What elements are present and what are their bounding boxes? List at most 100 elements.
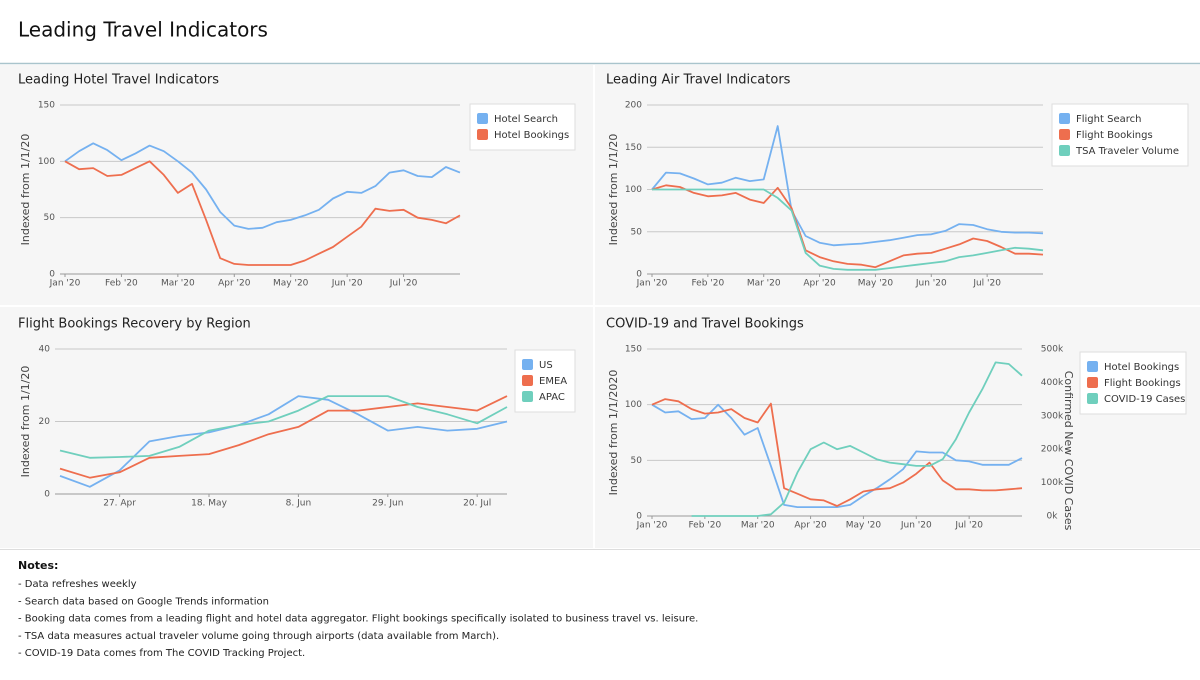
- y-tick-label: 150: [625, 345, 642, 355]
- panel-bg: [595, 65, 1200, 305]
- chart-title: Leading Hotel Travel Indicators: [18, 73, 219, 88]
- chart-title: COVID-19 and Travel Bookings: [606, 317, 804, 332]
- series-line: [652, 188, 1044, 271]
- legend-swatch: [1087, 361, 1098, 372]
- y-tick-label: 100: [625, 400, 642, 410]
- legend-label: Hotel Search: [494, 114, 558, 125]
- legend-swatch: [1087, 377, 1098, 388]
- y-tick-label: 150: [38, 101, 55, 111]
- legend-swatch: [477, 113, 488, 124]
- x-tick-label: Jan '20: [636, 279, 668, 289]
- x-tick-label: Feb '20: [688, 521, 721, 531]
- legend-label: Hotel Bookings: [494, 130, 569, 141]
- y-axis-title: Indexed from 1/1/20: [19, 366, 32, 478]
- x-tick-label: 8. Jun: [286, 499, 312, 509]
- y2-tick-label: 400k: [1041, 378, 1064, 388]
- legend-label: US: [539, 360, 553, 371]
- y2-tick-label: 0k: [1047, 512, 1059, 522]
- y2-tick-label: 300k: [1041, 411, 1064, 421]
- note: - Booking data comes from a leading flig…: [18, 614, 698, 625]
- x-tick-label: Jul '20: [972, 279, 1001, 289]
- x-tick-label: May '20: [858, 279, 894, 289]
- x-tick-label: Apr '20: [218, 279, 251, 289]
- x-tick-label: 29. Jun: [372, 499, 403, 509]
- legend-label: COVID-19 Cases: [1104, 394, 1185, 405]
- legend-label: Hotel Bookings: [1104, 362, 1179, 373]
- x-tick-label: Jun '20: [915, 279, 947, 289]
- x-tick-label: Mar '20: [161, 279, 195, 289]
- note: - TSA data measures actual traveler volu…: [18, 631, 499, 642]
- x-tick-label: Jul '20: [954, 521, 983, 531]
- panel-bg: [595, 307, 1200, 548]
- legend-swatch: [1087, 393, 1098, 404]
- header-bg: [0, 0, 1200, 63]
- y-axis-title: Indexed from 1/1/20: [607, 134, 620, 246]
- x-tick-label: Feb '20: [105, 279, 138, 289]
- y-tick-label: 200: [625, 101, 642, 111]
- page-title: Leading Travel Indicators: [18, 18, 268, 42]
- legend-swatch: [1059, 129, 1070, 140]
- x-tick-label: Jun '20: [331, 279, 363, 289]
- note: - Search data based on Google Trends inf…: [18, 596, 269, 607]
- chart-title: Flight Bookings Recovery by Region: [18, 317, 251, 332]
- legend-label: TSA Traveler Volume: [1075, 146, 1179, 157]
- chart-title: Leading Air Travel Indicators: [606, 73, 791, 88]
- y2-tick-label: 100k: [1041, 478, 1064, 488]
- series-line: [651, 125, 1044, 247]
- y-tick-label: 0: [636, 512, 642, 522]
- legend-label: Flight Search: [1076, 114, 1141, 125]
- y2-tick-label: 200k: [1041, 445, 1064, 455]
- panel-bg: [0, 65, 593, 305]
- legend-swatch: [522, 375, 533, 386]
- x-tick-label: Mar '20: [747, 279, 781, 289]
- legend-box: [469, 103, 576, 151]
- x-tick-label: Jul '20: [389, 279, 418, 289]
- y-tick-label: 50: [631, 227, 643, 237]
- series-line: [64, 142, 461, 230]
- x-tick-label: 27. Apr: [103, 499, 136, 509]
- y-tick-label: 0: [49, 270, 55, 280]
- y-axis-title: Indexed from 1/1/20: [19, 134, 32, 246]
- legend-swatch: [522, 391, 533, 402]
- y-tick-label: 50: [44, 213, 56, 223]
- legend-swatch: [522, 359, 533, 370]
- legend-swatch: [1059, 145, 1070, 156]
- legend-swatch: [1059, 113, 1070, 124]
- series-line: [651, 403, 1023, 508]
- note: - COVID-19 Data comes from The COVID Tra…: [18, 648, 305, 659]
- series-line: [651, 184, 1044, 269]
- y-tick-label: 0: [44, 490, 50, 500]
- y-tick-label: 20: [39, 417, 51, 427]
- y-tick-label: 0: [636, 270, 642, 280]
- series-line: [64, 160, 461, 266]
- series-line: [651, 398, 1023, 507]
- legend-label: APAC: [539, 392, 565, 403]
- y-tick-label: 150: [625, 143, 642, 153]
- y-tick-label: 50: [631, 456, 643, 466]
- series-line: [691, 361, 1023, 517]
- x-tick-label: Jun '20: [900, 521, 932, 531]
- x-tick-label: Mar '20: [741, 521, 775, 531]
- y-axis-title: Indexed from 1/1/2020: [607, 370, 620, 496]
- note: - Data refreshes weekly: [18, 579, 137, 590]
- x-tick-label: 20. Jul: [463, 499, 491, 509]
- x-tick-label: 18. May: [191, 499, 227, 509]
- series-line: [59, 395, 508, 479]
- x-tick-label: May '20: [846, 521, 882, 531]
- y-tick-label: 40: [39, 345, 51, 355]
- legend-label: EMEA: [539, 376, 567, 387]
- y-tick-label: 100: [38, 157, 55, 167]
- x-tick-label: Jan '20: [636, 521, 668, 531]
- x-tick-label: Jan '20: [49, 279, 81, 289]
- legend-label: Flight Bookings: [1076, 130, 1153, 141]
- series-line: [59, 395, 508, 459]
- x-tick-label: Apr '20: [803, 279, 836, 289]
- x-tick-label: Feb '20: [691, 279, 724, 289]
- legend-label: Flight Bookings: [1104, 378, 1181, 389]
- x-tick-label: Apr '20: [794, 521, 827, 531]
- y2-tick-label: 500k: [1041, 345, 1064, 355]
- y-tick-label: 100: [625, 185, 642, 195]
- x-tick-label: May '20: [273, 279, 309, 289]
